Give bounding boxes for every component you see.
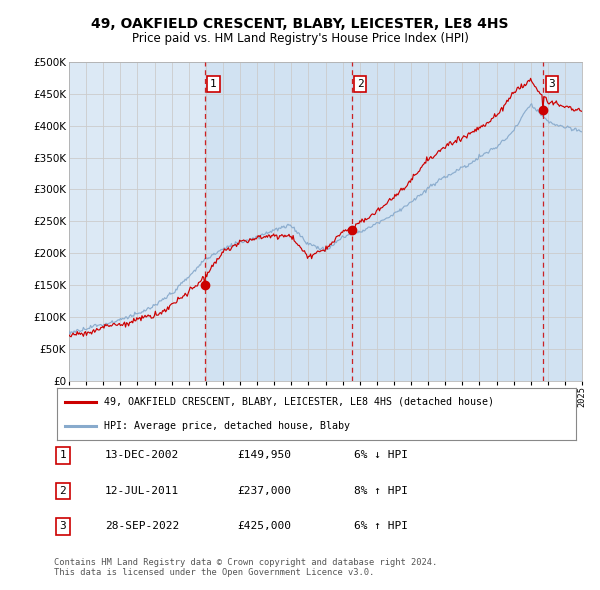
- Text: Contains HM Land Registry data © Crown copyright and database right 2024.
This d: Contains HM Land Registry data © Crown c…: [54, 558, 437, 577]
- Bar: [352, 62, 544, 381]
- Text: £237,000: £237,000: [237, 486, 291, 496]
- Text: 49, OAKFIELD CRESCENT, BLABY, LEICESTER, LE8 4HS (detached house): 49, OAKFIELD CRESCENT, BLABY, LEICESTER,…: [104, 396, 494, 407]
- Text: 49, OAKFIELD CRESCENT, BLABY, LEICESTER, LE8 4HS: 49, OAKFIELD CRESCENT, BLABY, LEICESTER,…: [91, 17, 509, 31]
- Text: 1: 1: [59, 451, 67, 460]
- Text: 28-SEP-2022: 28-SEP-2022: [105, 522, 179, 531]
- Text: 1: 1: [210, 79, 217, 89]
- Text: £149,950: £149,950: [237, 451, 291, 460]
- Text: 13-DEC-2002: 13-DEC-2002: [105, 451, 179, 460]
- Text: 12-JUL-2011: 12-JUL-2011: [105, 486, 179, 496]
- Text: 3: 3: [59, 522, 67, 531]
- Text: HPI: Average price, detached house, Blaby: HPI: Average price, detached house, Blab…: [104, 421, 350, 431]
- Text: 2: 2: [59, 486, 67, 496]
- Text: 3: 3: [548, 79, 555, 89]
- Bar: [544, 62, 582, 381]
- Text: 8% ↑ HPI: 8% ↑ HPI: [354, 486, 408, 496]
- Text: 2: 2: [357, 79, 364, 89]
- Text: 6% ↑ HPI: 6% ↑ HPI: [354, 522, 408, 531]
- Text: 6% ↓ HPI: 6% ↓ HPI: [354, 451, 408, 460]
- Text: Price paid vs. HM Land Registry's House Price Index (HPI): Price paid vs. HM Land Registry's House …: [131, 32, 469, 45]
- Text: £425,000: £425,000: [237, 522, 291, 531]
- Bar: [205, 62, 352, 381]
